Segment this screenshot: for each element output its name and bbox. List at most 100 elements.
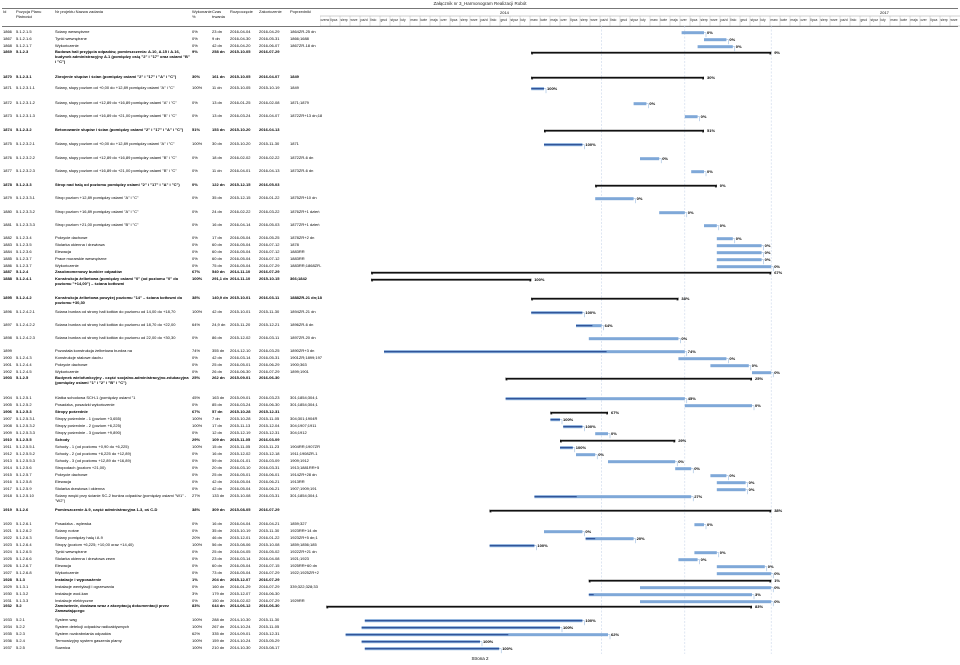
dependency-link xyxy=(582,620,585,626)
col-header-name: Nr projektu Nazwa zadania xyxy=(55,9,104,14)
task-name: Strop nad halą od poziomu pomiędzy osiam… xyxy=(55,183,180,187)
task-wbs: 5.2.4 xyxy=(16,639,25,643)
task-bar xyxy=(704,224,717,228)
task-pct: 100% xyxy=(192,618,203,622)
task-pct: 0% xyxy=(192,37,198,41)
task-name: Wykończenie xyxy=(55,571,79,575)
task-start: 2014-12-10 xyxy=(230,349,251,353)
task-wbs: 5.1.2.4.4 xyxy=(16,363,32,367)
task-bar xyxy=(576,453,596,457)
task-wbs: 5.1.2.5.8 xyxy=(16,480,32,484)
task-wbs: 5.1.2.4.2.3 xyxy=(16,336,35,340)
summary-cap-left xyxy=(489,509,492,513)
task-pct: 74% xyxy=(192,349,201,353)
dependency-link xyxy=(771,601,774,607)
task-start: 2015-10-05 xyxy=(230,50,251,54)
task-pct: 100% xyxy=(192,417,203,421)
bar-percent-label: 0% xyxy=(735,236,742,242)
bar-percent-label: 0% xyxy=(764,243,771,249)
bar-percent-label: 1% xyxy=(774,578,780,584)
month-label: wrze xyxy=(950,18,958,22)
task-name: Zbrojenie słupów i ścian (pomiędzy osiam… xyxy=(55,75,177,79)
month-label: kwie xyxy=(780,18,788,22)
col-header-pct: Wykonanie % xyxy=(192,9,212,19)
dependency-link xyxy=(716,552,719,558)
bar-percent-label: 29% xyxy=(678,438,687,444)
summary-cap-right xyxy=(769,509,772,513)
task-dur: 23 dn xyxy=(212,30,223,34)
task-bar xyxy=(704,38,727,42)
task-wbs: 5.2.2 xyxy=(16,625,25,629)
task-dur: 24 dn xyxy=(212,210,223,214)
task-start: 2016-03-10 xyxy=(230,466,251,470)
bar-percent-label: 0% xyxy=(707,522,713,528)
bar-percent-label: 83% xyxy=(755,604,764,610)
col-header-end: Zakończenie xyxy=(259,9,282,14)
task-id: 1918 xyxy=(3,494,12,498)
task-bar xyxy=(588,337,679,341)
task-start: 2016-02-02 xyxy=(230,156,251,160)
bar-percent-label: 100% xyxy=(585,310,596,316)
task-start: 2016-05-04 xyxy=(230,571,251,575)
task-start: 2015-10-20 xyxy=(230,128,251,132)
task-dur: 42 dn xyxy=(212,487,223,491)
task-pred: 1859;1856;185 xyxy=(290,543,317,547)
task-end: 2016-07-29 xyxy=(259,370,280,374)
task-wbs: 5.1.2.3.3.1 xyxy=(16,196,35,200)
task-dur: 309 dn xyxy=(212,508,225,512)
task-bar xyxy=(678,357,727,361)
task-pct: 0% xyxy=(192,529,198,533)
task-id: 1879 xyxy=(3,196,12,200)
task-pct: 0% xyxy=(192,257,198,261)
task-name: Ściany, słupy poziom od +16,89 do +21,00… xyxy=(55,114,177,118)
task-name: Stropy pośrednie - 1 (poziom +3,655) xyxy=(55,417,122,421)
summary-bar xyxy=(505,377,752,380)
bar-percent-label: 0% xyxy=(585,529,592,535)
task-bar xyxy=(694,523,704,527)
month-label: luty xyxy=(520,18,526,22)
dependency-link xyxy=(771,266,774,272)
task-pct: 0% xyxy=(192,156,198,160)
task-end: 2016-07-29 xyxy=(259,571,280,575)
summary-bar xyxy=(326,605,752,608)
task-dur: 16 dn xyxy=(212,223,223,227)
task-id: 1920 xyxy=(3,522,12,526)
task-end: 2016-07-12 xyxy=(259,257,280,261)
task-pct: 0% xyxy=(192,466,198,470)
task-bar xyxy=(608,460,676,464)
task-name: Elewacja xyxy=(55,250,72,254)
task-wbs: 5.1.2.5.5.2 xyxy=(16,452,35,456)
task-dur: 160 dn xyxy=(212,585,225,589)
task-progress xyxy=(489,545,535,547)
task-dur: 59 dn xyxy=(212,459,223,463)
task-pct: 100% xyxy=(192,639,203,643)
task-name: Konstrukcja żelbetowa (pomiędzy osiami "… xyxy=(55,277,179,286)
task-bar xyxy=(697,45,733,49)
month-label: stycz xyxy=(870,18,879,22)
month-label: maja xyxy=(910,18,918,22)
task-name: Schody - 2 (od poziomu +6,225 do +12,89) xyxy=(55,452,132,456)
dependency-link xyxy=(572,447,575,453)
task-bar xyxy=(675,467,692,471)
task-bar xyxy=(691,170,704,174)
month-label: marc xyxy=(890,18,898,22)
task-pct: 0% xyxy=(192,480,198,484)
bar-percent-label: 0% xyxy=(719,223,726,229)
task-progress xyxy=(588,594,594,596)
bar-percent-label: 0% xyxy=(735,44,742,50)
task-start: 2016-05-04 xyxy=(230,236,251,240)
task-dur: 46 dn xyxy=(212,536,223,540)
task-id: 1884 xyxy=(3,250,12,254)
task-name: Zamówienie, dostawa wraz z akceptacją do… xyxy=(55,604,170,613)
bar-percent-label: 74% xyxy=(687,349,696,355)
task-wbs: 5.1.2.3 xyxy=(16,50,29,54)
task-dur: 35 dn xyxy=(212,196,223,200)
task-pct: 0% xyxy=(192,250,198,254)
month-label: czer xyxy=(800,18,807,22)
bar-percent-label: 0% xyxy=(774,370,780,376)
task-id: 1912 xyxy=(3,452,12,456)
task-start: 2016-02-02 xyxy=(230,599,251,603)
task-start: 2016-04-05 xyxy=(230,550,251,554)
dependency-link xyxy=(704,32,707,38)
task-dur: 133 dn xyxy=(212,494,225,498)
